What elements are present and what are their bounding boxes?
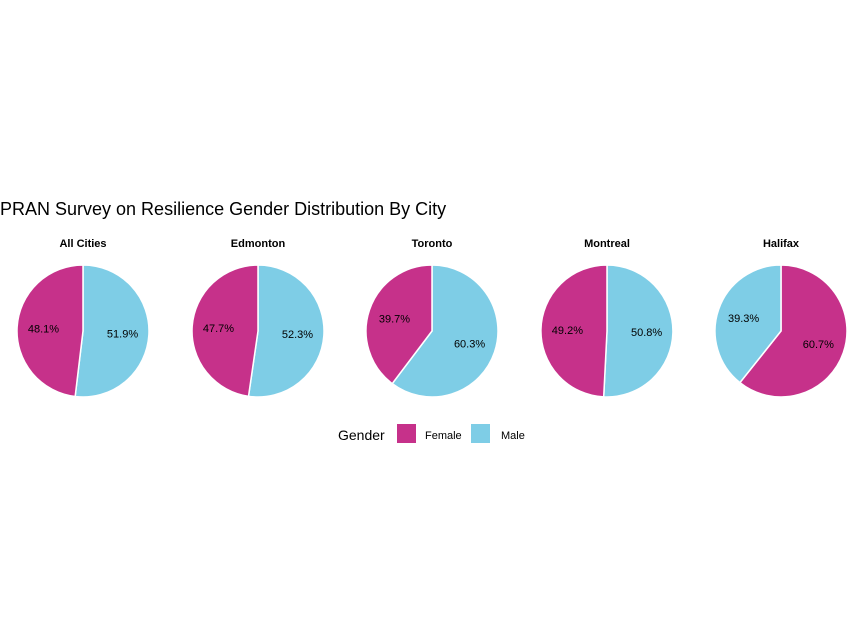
pie-panel-halifax: Halifax 60.7% 39.3% bbox=[714, 238, 848, 398]
legend: Gender Female Male bbox=[338, 424, 525, 443]
slice-label-male: 51.9% bbox=[107, 328, 138, 340]
pie-slice-female bbox=[738, 264, 848, 398]
chart-title: PRAN Survey on Resilience Gender Distrib… bbox=[0, 199, 446, 219]
panel-title: Halifax bbox=[763, 238, 800, 250]
legend-label-female: Female bbox=[425, 430, 462, 442]
pie-panel-edmonton: Edmonton 52.3% 47.7% bbox=[191, 238, 325, 398]
pie-slice-male bbox=[247, 264, 325, 398]
pie-slice-female bbox=[16, 264, 84, 398]
slice-label-female: 39.7% bbox=[379, 313, 410, 325]
legend-key-male bbox=[471, 424, 490, 443]
legend-title: Gender bbox=[338, 427, 385, 443]
pie-panel-montreal: Montreal 50.8% 49.2% bbox=[540, 238, 674, 398]
slice-label-male: 60.3% bbox=[454, 339, 485, 351]
pie-panel-all-cities: All Cities 51.9% 48.1% bbox=[16, 238, 150, 398]
slice-label-female: 60.7% bbox=[803, 339, 834, 351]
pie-slice-male bbox=[602, 264, 674, 398]
pie-slice-male bbox=[714, 264, 782, 384]
pie-slice-female bbox=[365, 264, 433, 385]
pie-slice-male bbox=[391, 264, 499, 398]
pie-panel-toronto: Toronto 60.3% 39.7% bbox=[365, 238, 499, 398]
slice-label-female: 49.2% bbox=[552, 325, 583, 337]
panel-title: Edmonton bbox=[231, 238, 286, 250]
slice-label-female: 48.1% bbox=[28, 324, 59, 336]
pie-slice-female bbox=[540, 264, 608, 398]
slice-label-female: 47.7% bbox=[203, 323, 234, 335]
legend-entries: Female Male bbox=[397, 424, 525, 443]
panel-title: All Cities bbox=[59, 238, 106, 250]
legend-label-male: Male bbox=[501, 430, 525, 442]
slice-label-male: 50.8% bbox=[631, 327, 662, 339]
slice-label-male: 52.3% bbox=[282, 329, 313, 341]
panel-title: Toronto bbox=[412, 238, 453, 250]
slice-label-male: 39.3% bbox=[728, 313, 759, 325]
panel-title: Montreal bbox=[584, 238, 630, 250]
legend-key-female bbox=[397, 424, 416, 443]
pie-panels: All Cities 51.9% 48.1% Edmonton 52.3% 47.7% To… bbox=[16, 238, 848, 398]
pie-slice-female bbox=[191, 264, 259, 398]
pie-slice-male bbox=[74, 264, 150, 398]
